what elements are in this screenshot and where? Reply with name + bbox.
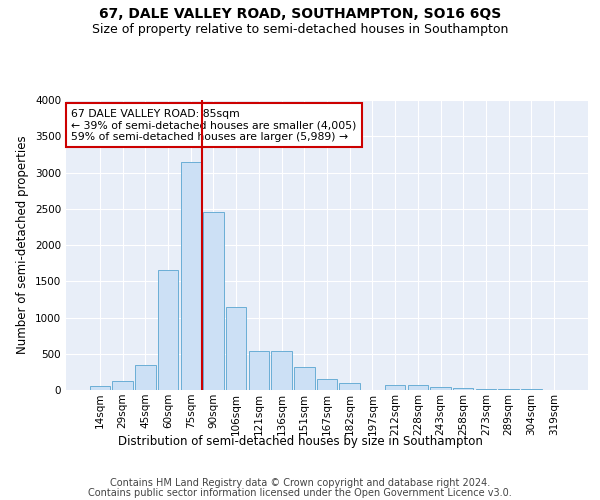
Bar bbox=[294, 367, 314, 390]
Bar bbox=[181, 162, 201, 390]
Text: Contains public sector information licensed under the Open Government Licence v3: Contains public sector information licen… bbox=[88, 488, 512, 498]
Text: 67, DALE VALLEY ROAD, SOUTHAMPTON, SO16 6QS: 67, DALE VALLEY ROAD, SOUTHAMPTON, SO16 … bbox=[99, 8, 501, 22]
Y-axis label: Number of semi-detached properties: Number of semi-detached properties bbox=[16, 136, 29, 354]
Text: Distribution of semi-detached houses by size in Southampton: Distribution of semi-detached houses by … bbox=[118, 435, 482, 448]
Bar bbox=[158, 270, 178, 390]
Bar bbox=[430, 386, 451, 390]
Bar bbox=[203, 212, 224, 390]
Bar bbox=[317, 379, 337, 390]
Bar bbox=[385, 384, 406, 390]
Bar bbox=[340, 383, 360, 390]
Bar bbox=[248, 351, 269, 390]
Bar bbox=[135, 364, 155, 390]
Bar bbox=[271, 351, 292, 390]
Bar bbox=[453, 388, 473, 390]
Text: 67 DALE VALLEY ROAD: 85sqm
← 39% of semi-detached houses are smaller (4,005)
59%: 67 DALE VALLEY ROAD: 85sqm ← 39% of semi… bbox=[71, 108, 356, 142]
Bar bbox=[90, 386, 110, 390]
Bar bbox=[112, 380, 133, 390]
Text: Contains HM Land Registry data © Crown copyright and database right 2024.: Contains HM Land Registry data © Crown c… bbox=[110, 478, 490, 488]
Bar bbox=[407, 386, 428, 390]
Bar bbox=[226, 306, 247, 390]
Text: Size of property relative to semi-detached houses in Southampton: Size of property relative to semi-detach… bbox=[92, 22, 508, 36]
